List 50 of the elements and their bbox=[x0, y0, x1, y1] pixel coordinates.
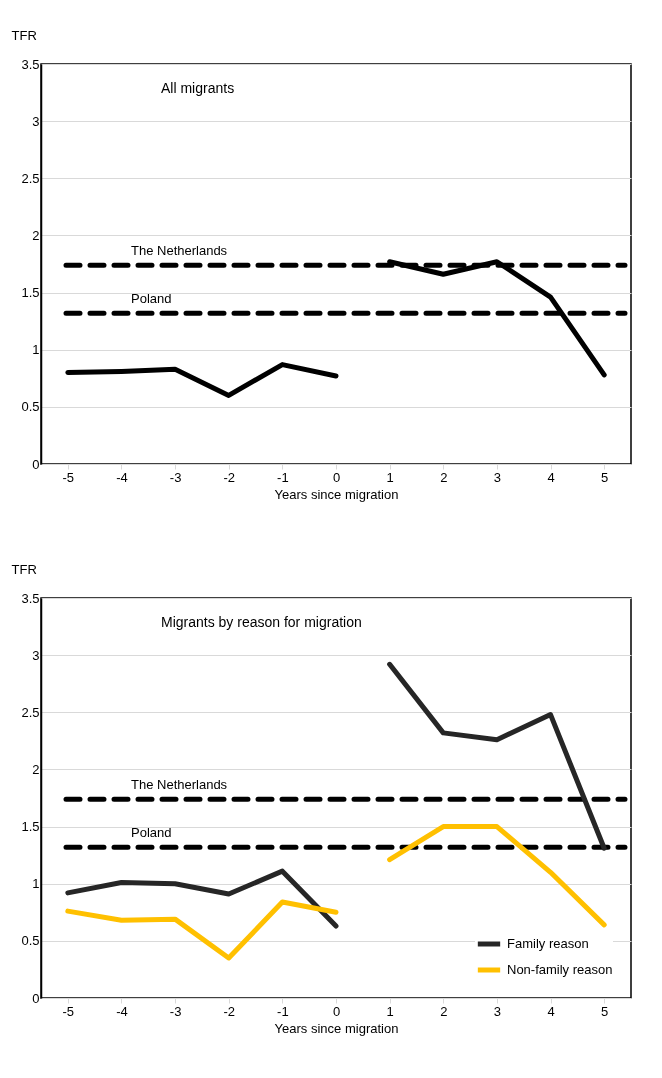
x-axis-title: Years since migration bbox=[274, 486, 399, 502]
y-tick-label: 1 bbox=[32, 876, 40, 892]
x-tick-label: 5 bbox=[601, 1003, 609, 1019]
x-tick-label: 4 bbox=[547, 1003, 555, 1019]
text: All migrants bbox=[161, 80, 235, 96]
y-tick-label: 0.5 bbox=[21, 399, 40, 415]
x-tick-label: -4 bbox=[116, 1003, 128, 1019]
y-tick-label: 1.5 bbox=[21, 819, 40, 835]
y-tick-label: 2 bbox=[32, 227, 40, 243]
y-tick-label: 2.5 bbox=[21, 170, 40, 186]
x-tick-label: -2 bbox=[223, 469, 236, 485]
y-tick-label: 3 bbox=[32, 647, 40, 663]
x-tick-label: -5 bbox=[62, 469, 75, 485]
x-tick-label: 1 bbox=[386, 469, 394, 485]
x-tick-label: 2 bbox=[440, 469, 448, 485]
y-tick-label: 2 bbox=[32, 761, 40, 777]
y-tick-label: 3.5 bbox=[21, 56, 40, 72]
x-tick-label: 4 bbox=[547, 469, 555, 485]
ref-line-label: Poland bbox=[131, 291, 172, 307]
x-tick-label: -1 bbox=[277, 1003, 289, 1019]
x-tick-label: -4 bbox=[116, 469, 128, 485]
x-tick-label: 3 bbox=[493, 1003, 502, 1019]
x-tick-label: 3 bbox=[493, 469, 502, 485]
x-tick-label: -2 bbox=[223, 1003, 236, 1019]
x-tick-label: -5 bbox=[62, 1003, 75, 1019]
y-tick-label: 0 bbox=[32, 456, 40, 472]
ref-line-label: The Netherlands bbox=[131, 777, 228, 793]
x-tick-label: 0 bbox=[332, 469, 341, 485]
y-tick-label: 2.5 bbox=[21, 704, 40, 720]
legend-label: Non-family reason bbox=[507, 962, 613, 977]
y-axis-title: TFR bbox=[11, 27, 37, 43]
y-tick-label: 3.5 bbox=[21, 590, 40, 606]
ref-line-label: The Netherlands bbox=[131, 243, 228, 259]
y-tick-label: 1.5 bbox=[21, 285, 40, 301]
x-tick-label: -3 bbox=[169, 1003, 182, 1019]
y-tick-label: 3 bbox=[32, 113, 40, 129]
x-tick-label: 1 bbox=[386, 1003, 394, 1019]
y-axis-title: TFR bbox=[11, 561, 37, 577]
y-tick-label: 0.5 bbox=[21, 933, 40, 949]
text: Migrants by reason for migration bbox=[161, 614, 362, 630]
legend-label: Family reason bbox=[507, 936, 589, 951]
x-tick-label: 2 bbox=[440, 1003, 448, 1019]
x-tick-label: -1 bbox=[277, 469, 289, 485]
x-tick-label: 5 bbox=[601, 469, 609, 485]
y-tick-label: 1 bbox=[32, 342, 40, 358]
x-tick-label: 0 bbox=[332, 1003, 341, 1019]
x-axis-title: Years since migration bbox=[274, 1020, 399, 1036]
y-tick-label: 0 bbox=[32, 990, 40, 1006]
x-tick-label: -3 bbox=[169, 469, 182, 485]
ref-line-label: Poland bbox=[131, 825, 172, 841]
